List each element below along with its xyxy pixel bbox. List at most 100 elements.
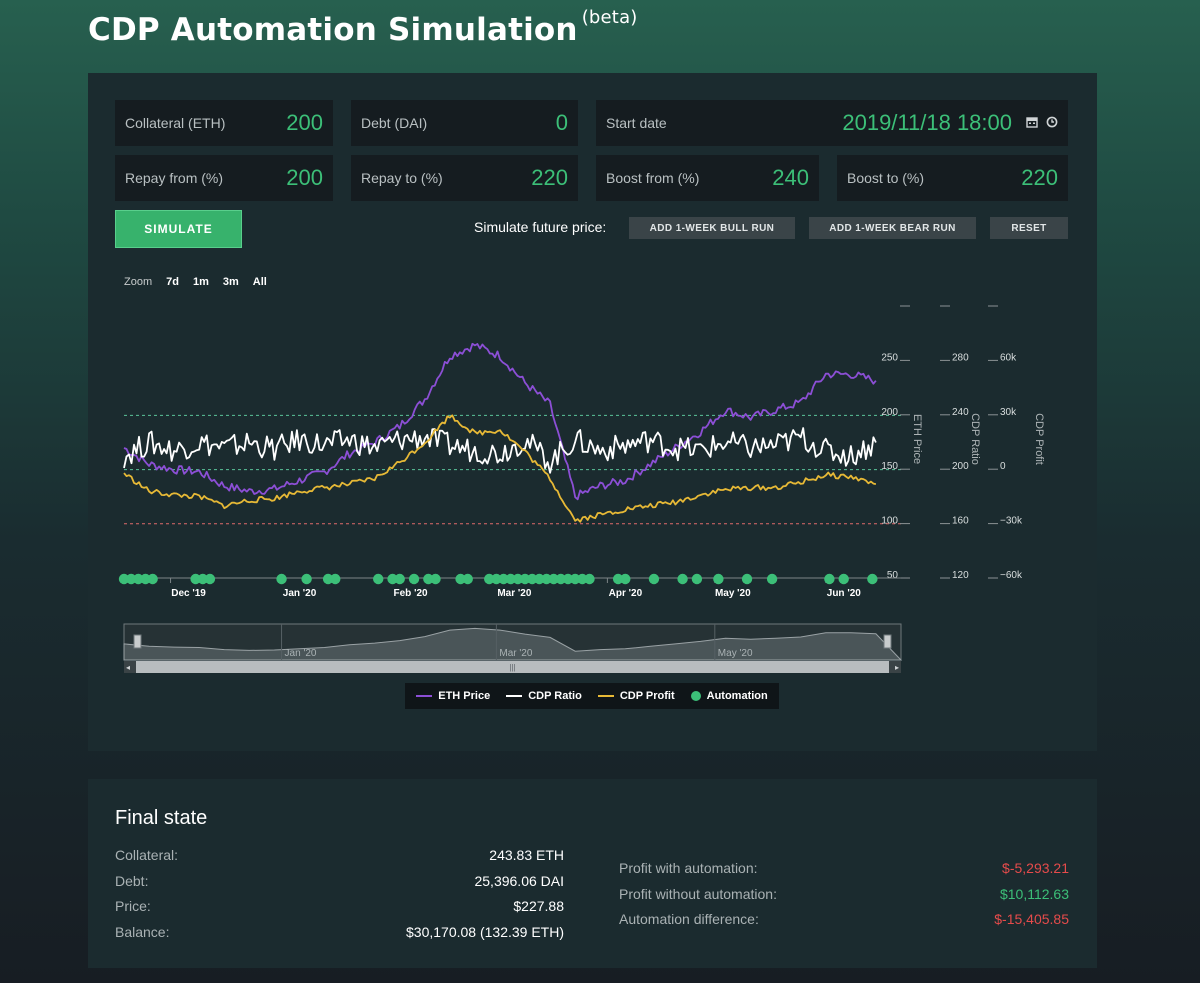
page-title: CDP Automation Simulation (beta): [88, 7, 638, 48]
automation-marker: [569, 573, 581, 585]
reset-button[interactable]: RESET: [990, 217, 1068, 239]
simulate-button[interactable]: SIMULATE: [115, 210, 242, 248]
axis-tick-label: 60k: [1000, 352, 1017, 363]
legend-cdp-profit[interactable]: CDP Profit: [597, 690, 675, 702]
legend-automation-swatch: [690, 691, 701, 701]
final-collateral-label: Collateral:: [115, 847, 179, 863]
repay-from-field[interactable]: Repay from (%) 200: [115, 155, 333, 201]
automation-marker: [330, 573, 341, 585]
collateral-label: Collateral (ETH): [125, 115, 226, 131]
automation-marker: [125, 573, 137, 585]
legend-eth-price[interactable]: ETH Price: [416, 690, 490, 702]
zoom-7d-button[interactable]: 7d: [166, 276, 179, 288]
automation-marker: [713, 573, 724, 585]
automation-marker: [190, 573, 201, 585]
profit-with-automation-value: $-5,293.21: [1002, 860, 1069, 876]
axis-title: CDP Ratio: [969, 413, 981, 465]
x-axis-label: Mar '20: [497, 588, 532, 599]
debt-input[interactable]: 0: [555, 110, 568, 135]
start-date-label: Start date: [606, 115, 667, 131]
legend-ratio-label: CDP Ratio: [528, 690, 582, 702]
chart-legend: ETH Price CDP Ratio CDP Profit Automatio…: [405, 683, 779, 709]
legend-automation[interactable]: Automation: [690, 690, 768, 702]
repay-to-input[interactable]: 220: [531, 165, 568, 190]
automation-marker: [691, 573, 703, 585]
automation-marker: [741, 573, 753, 585]
zoom-1m-button[interactable]: 1m: [192, 276, 209, 288]
automation-marker: [430, 573, 441, 585]
automation-marker: [867, 573, 878, 585]
boost-from-input[interactable]: 240: [772, 165, 809, 190]
zoom-label: Zoom: [124, 276, 153, 288]
final-collateral-row: Collateral: 243.83 ETH: [115, 847, 564, 865]
axis-tick-label: 200: [952, 461, 969, 472]
boost-from-label: Boost from (%): [606, 170, 700, 186]
chart-axes: 50 100 150 200 250 ETH Price 120 160 200 240 280 CD…: [124, 305, 1045, 599]
bear-run-button[interactable]: ADD 1-WEEK BEAR RUN: [809, 217, 976, 239]
automation-marker: [512, 573, 524, 585]
boost-to-field[interactable]: Boost to (%) 220: [837, 155, 1068, 201]
scrollbar-grip-icon: |||: [509, 663, 515, 672]
profit-with-automation-row: Profit with automation: $-5,293.21: [619, 860, 1069, 878]
automation-marker: [140, 573, 151, 585]
navigator-scrollbar-thumb: [136, 661, 889, 673]
final-balance-row: Balance: $30,170.08 (132.39 ETH): [115, 924, 564, 942]
automation-difference-value: $-15,405.85: [994, 911, 1069, 927]
debt-field[interactable]: Debt (DAI) 0: [351, 100, 578, 146]
chart-series: [123, 342, 877, 523]
final-balance-label: Balance:: [115, 924, 170, 940]
repay-to-field[interactable]: Repay to (%) 220: [351, 155, 578, 201]
zoom-3m-button[interactable]: 3m: [222, 276, 239, 288]
automation-marker: [276, 573, 287, 585]
scroll-right-arrow-icon: ▸: [895, 663, 899, 672]
profit-without-automation-row: Profit without automation: $10,112.63: [619, 886, 1069, 904]
boost-to-input[interactable]: 220: [1021, 165, 1058, 190]
axis-tick-label: 250: [881, 352, 898, 363]
final-debt-row: Debt: 25,396.06 DAI: [115, 873, 564, 891]
ratio-threshold-lines: [124, 414, 901, 525]
automation-marker: [408, 573, 420, 585]
automation-marker: [301, 573, 312, 585]
axis-tick-label: 160: [952, 516, 969, 527]
zoom-all-button[interactable]: All: [252, 276, 267, 288]
final-balance-value: $30,170.08 (132.39 ETH): [406, 924, 564, 940]
repay-from-input[interactable]: 200: [286, 165, 323, 190]
axis-tick-label: 200: [881, 407, 898, 418]
axis-tick-label: 50: [887, 570, 899, 581]
series-line-cdp-ratio: [123, 427, 877, 474]
automation-marker: [462, 573, 473, 585]
series-line-eth-price: [123, 342, 877, 501]
navigator-label: Mar '20: [499, 648, 532, 659]
axis-tick-label: −30k: [1000, 516, 1023, 527]
start-date-input[interactable]: 2019/11/18 18:00: [842, 110, 1012, 135]
legend-cdp-ratio[interactable]: CDP Ratio: [506, 690, 582, 702]
bull-run-button[interactable]: ADD 1-WEEK BULL RUN: [629, 217, 795, 239]
profit-with-automation-label: Profit with automation:: [619, 860, 758, 876]
final-price-row: Price: $227.88: [115, 898, 564, 916]
scroll-left-arrow-icon: ◂: [126, 663, 130, 672]
automation-marker: [519, 573, 531, 585]
x-axis-label: Dec '19: [171, 588, 206, 599]
repay-to-label: Repay to (%): [361, 170, 443, 186]
boost-from-field[interactable]: Boost from (%) 240: [596, 155, 819, 201]
start-date-field[interactable]: Start date 2019/11/18 18:00: [596, 100, 1068, 146]
series-line-cdp-profit: [123, 414, 877, 523]
legend-profit-swatch: [597, 695, 614, 697]
collateral-field[interactable]: Collateral (ETH) 200: [115, 100, 333, 146]
collateral-input[interactable]: 200: [286, 110, 323, 135]
final-collateral-value: 243.83 ETH: [489, 847, 564, 863]
axis-tick-label: 120: [952, 570, 969, 581]
calendar-icon[interactable]: [1026, 116, 1038, 131]
clock-icon[interactable]: [1046, 116, 1058, 131]
automation-marker: [620, 573, 631, 585]
navigator-label: May '20: [718, 648, 753, 659]
automation-marker: [584, 573, 595, 585]
chart-navigator[interactable]: Jan '20 Mar '20 May '20 ◂ ▸ |||: [123, 623, 903, 673]
boost-to-label: Boost to (%): [847, 170, 925, 186]
final-price-label: Price:: [115, 898, 151, 914]
profit-without-automation-value: $10,112.63: [999, 886, 1069, 902]
beta-badge: (beta): [581, 6, 638, 28]
automation-marker: [838, 573, 849, 585]
automation-difference-row: Automation difference: $-15,405.85: [619, 911, 1069, 929]
legend-eth-label: ETH Price: [438, 690, 491, 702]
